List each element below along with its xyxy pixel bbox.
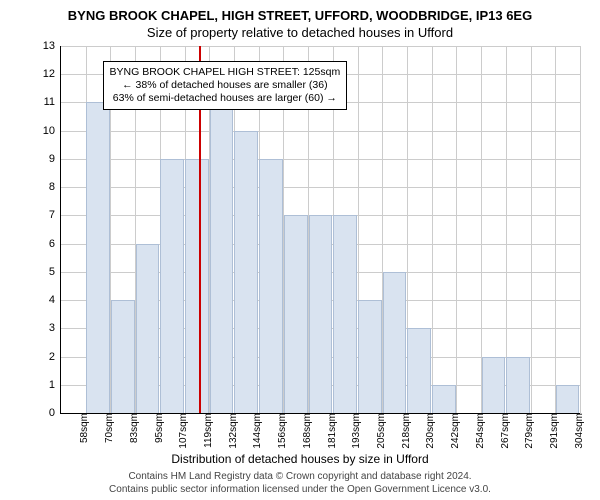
y-tick: 2 [49,351,61,363]
y-tick: 10 [43,125,61,137]
y-tick: 9 [49,153,61,165]
gridline-v [531,46,532,413]
y-tick: 8 [49,181,61,193]
x-tick: 107sqm [172,413,189,449]
plot-area: BYNG BROOK CHAPEL HIGH STREET: 125sqm ← … [60,46,580,414]
gridline-h [61,131,580,132]
bar [407,328,431,413]
bar [136,244,160,413]
gridline-h [61,187,580,188]
y-tick: 11 [44,96,61,108]
x-tick: 144sqm [246,413,263,449]
footer-line-1: Contains HM Land Registry data © Crown c… [0,470,600,483]
x-tick: 132sqm [222,413,239,449]
x-tick: 83sqm [123,413,140,443]
x-tick: 58sqm [73,413,90,443]
annotation-line-2: ← 38% of detached houses are smaller (36… [110,79,341,92]
x-tick: 230sqm [419,413,436,449]
y-tick: 4 [49,294,61,306]
x-tick: 119sqm [197,413,214,448]
y-tick: 6 [49,238,61,250]
bar [358,300,382,413]
footer-line-2: Contains public sector information licen… [0,483,600,496]
bar [383,272,407,413]
gridline-v [432,46,433,413]
y-tick: 13 [43,40,61,52]
y-tick: 12 [43,68,61,80]
x-tick: 181sqm [321,413,338,449]
x-tick: 279sqm [518,413,535,449]
x-tick: 304sqm [568,413,585,449]
y-tick: 7 [49,209,61,221]
bar [185,159,209,413]
x-tick: 193sqm [345,413,362,449]
annotation-line-3: 63% of semi-detached houses are larger (… [110,92,341,105]
x-tick: 218sqm [395,413,412,449]
bar [333,215,357,413]
y-tick: 1 [49,379,61,391]
x-tick: 70sqm [98,413,115,443]
bar [210,74,234,413]
bar [111,300,135,413]
x-tick: 205sqm [370,413,387,449]
chart-subtitle: Size of property relative to detached ho… [0,23,600,40]
footer: Contains HM Land Registry data © Crown c… [0,470,600,496]
bar [482,357,506,413]
gridline-v [555,46,556,413]
bar [86,102,110,413]
bar [309,215,333,413]
y-tick: 5 [49,266,61,278]
x-tick: 242sqm [444,413,461,449]
x-tick: 291sqm [543,413,560,449]
bar [432,385,456,413]
plot-wrap: BYNG BROOK CHAPEL HIGH STREET: 125sqm ← … [60,46,580,414]
bar [284,215,308,413]
annotation-box: BYNG BROOK CHAPEL HIGH STREET: 125sqm ← … [103,61,348,110]
gridline-v [580,46,581,413]
x-tick: 267sqm [494,413,511,449]
gridline-v [456,46,457,413]
chart-title: BYNG BROOK CHAPEL, HIGH STREET, UFFORD, … [0,0,600,23]
bar [234,131,258,413]
bar [506,357,530,413]
chart-container: { "chart": { "type": "bar", "title": "BY… [0,0,600,500]
x-tick: 156sqm [271,413,288,449]
bar [259,159,283,413]
gridline-h [61,159,580,160]
y-tick: 0 [49,407,61,419]
x-tick: 95sqm [148,413,165,443]
x-axis-label: Distribution of detached houses by size … [0,452,600,466]
x-tick: 254sqm [469,413,486,449]
gridline-h [61,46,580,47]
annotation-line-1: BYNG BROOK CHAPEL HIGH STREET: 125sqm [110,66,341,79]
x-tick: 168sqm [296,413,313,449]
bar [556,385,580,413]
y-tick: 3 [49,322,61,334]
bar [160,159,184,413]
